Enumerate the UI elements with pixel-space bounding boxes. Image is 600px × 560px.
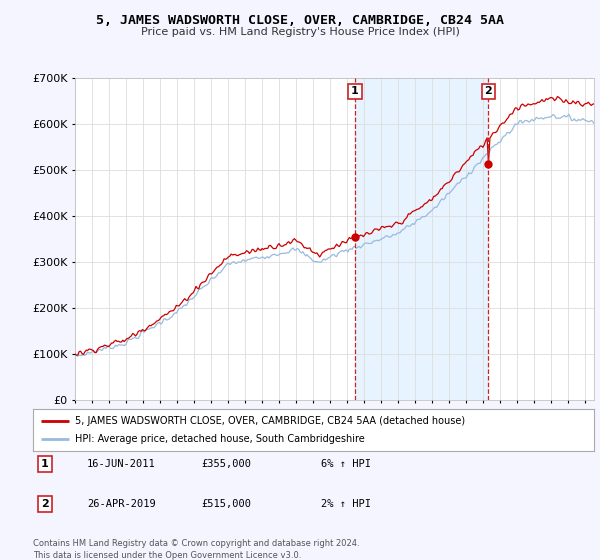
- Text: Contains HM Land Registry data © Crown copyright and database right 2024.
This d: Contains HM Land Registry data © Crown c…: [33, 539, 359, 560]
- Text: 26-APR-2019: 26-APR-2019: [87, 499, 156, 509]
- Bar: [355, 78, 488, 400]
- Text: 2: 2: [485, 86, 493, 96]
- Text: HPI: Average price, detached house, South Cambridgeshire: HPI: Average price, detached house, Sout…: [75, 434, 365, 444]
- Text: 5, JAMES WADSWORTH CLOSE, OVER, CAMBRIDGE, CB24 5AA: 5, JAMES WADSWORTH CLOSE, OVER, CAMBRIDG…: [96, 14, 504, 27]
- Text: Price paid vs. HM Land Registry's House Price Index (HPI): Price paid vs. HM Land Registry's House …: [140, 27, 460, 37]
- Text: 6% ↑ HPI: 6% ↑ HPI: [321, 459, 371, 469]
- Text: 2% ↑ HPI: 2% ↑ HPI: [321, 499, 371, 509]
- Text: 2: 2: [41, 499, 49, 509]
- Text: £515,000: £515,000: [201, 499, 251, 509]
- Text: 1: 1: [351, 86, 359, 96]
- Text: 1: 1: [41, 459, 49, 469]
- Text: 16-JUN-2011: 16-JUN-2011: [87, 459, 156, 469]
- Text: £355,000: £355,000: [201, 459, 251, 469]
- Text: 5, JAMES WADSWORTH CLOSE, OVER, CAMBRIDGE, CB24 5AA (detached house): 5, JAMES WADSWORTH CLOSE, OVER, CAMBRIDG…: [75, 416, 465, 426]
